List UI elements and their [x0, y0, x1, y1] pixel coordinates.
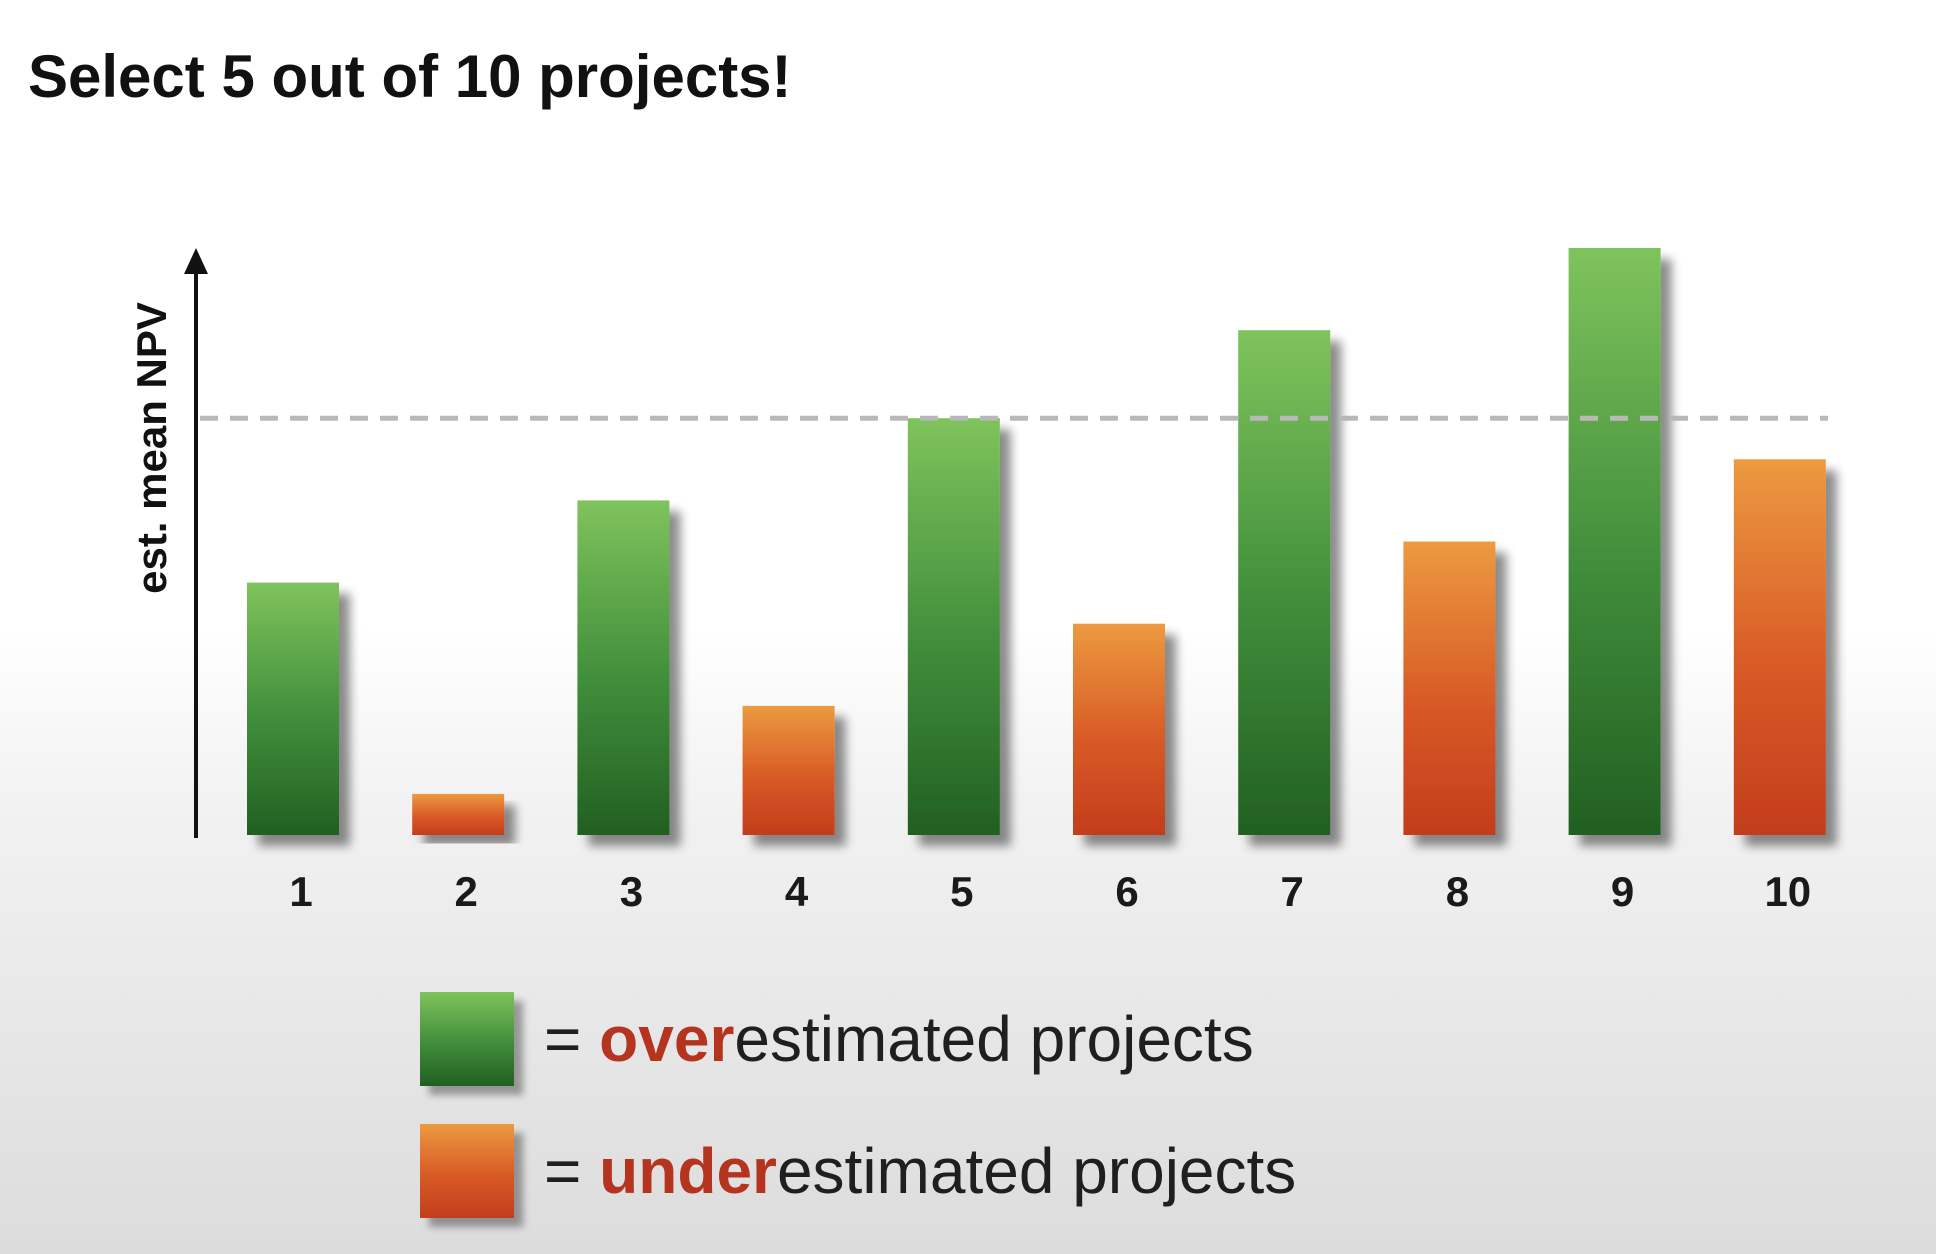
- x-tick-label: 4: [785, 868, 809, 915]
- x-tick-label: 7: [1281, 868, 1304, 915]
- bar-project-8: [1403, 541, 1496, 835]
- bar-chart: 1 2 3 4 5 6 7 8 9 10: [184, 248, 1828, 915]
- x-tick-labels: 1 2 3 4 5 6 7 8 9 10: [289, 868, 1811, 915]
- legend-highlight-over: over: [599, 1003, 735, 1075]
- bar-project-4: [742, 705, 835, 835]
- bar-project-5: [907, 418, 1000, 835]
- bar-project-6: [1073, 623, 1165, 835]
- x-tick-label: 10: [1764, 868, 1811, 915]
- legend-text-underestimated: = underestimated projects: [544, 1134, 1296, 1208]
- bar-project-9: [1568, 248, 1661, 835]
- x-tick-label: 8: [1446, 868, 1469, 915]
- y-axis-arrow-icon: [184, 248, 208, 274]
- legend-entry-overestimated: = overestimated projects: [420, 992, 1254, 1086]
- legend-rest: estimated projects: [734, 1003, 1254, 1075]
- legend-swatch-orange: [420, 1124, 514, 1218]
- legend-entry-underestimated: = underestimated projects: [420, 1124, 1296, 1218]
- x-tick-label: 3: [620, 868, 643, 915]
- legend-prefix: =: [544, 1003, 600, 1075]
- legend-highlight-under: under: [599, 1135, 777, 1207]
- legend-rest: estimated projects: [776, 1135, 1297, 1207]
- bar-project-2: [412, 793, 505, 835]
- bars-group: [247, 248, 1826, 835]
- bar-project-7: [1238, 330, 1331, 835]
- x-tick-label: 5: [950, 868, 973, 915]
- legend-prefix: =: [544, 1135, 600, 1207]
- legend-swatch-green: [420, 992, 514, 1086]
- bar-project-1: [247, 582, 339, 835]
- x-tick-label: 9: [1611, 868, 1634, 915]
- legend-text-overestimated: = overestimated projects: [544, 1002, 1254, 1076]
- bar-project-3: [577, 500, 670, 835]
- x-tick-label: 2: [455, 868, 478, 915]
- x-tick-label: 1: [289, 868, 312, 915]
- bar-project-10: [1733, 459, 1826, 835]
- x-tick-label: 6: [1115, 868, 1138, 915]
- slide-title: Select 5 out of 10 projects!: [28, 43, 792, 110]
